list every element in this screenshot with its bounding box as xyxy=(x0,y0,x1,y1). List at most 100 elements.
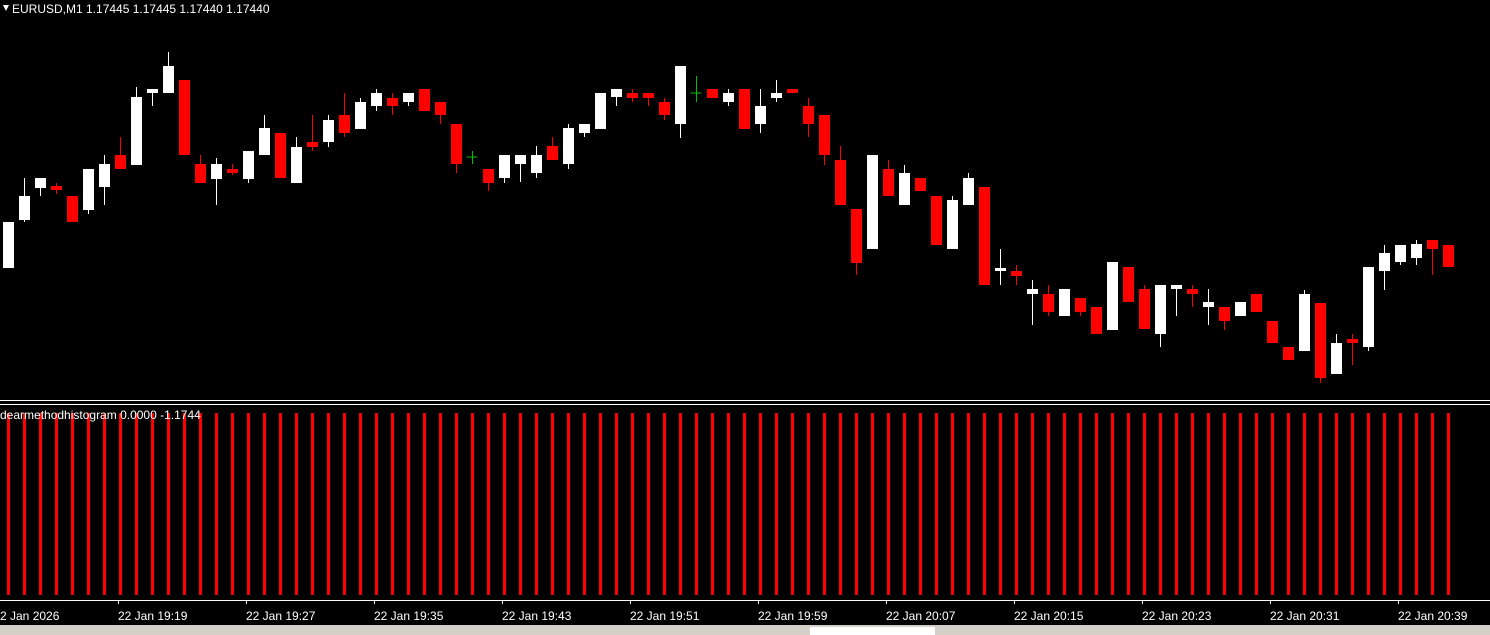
histogram-bar xyxy=(951,413,954,595)
candle-body xyxy=(1155,285,1166,334)
histogram-bar xyxy=(887,413,890,595)
histogram-bar xyxy=(759,413,762,595)
histogram-bar xyxy=(1399,413,1402,595)
histogram-bar xyxy=(151,413,154,595)
tab-strip xyxy=(0,625,1490,635)
active-tab[interactable] xyxy=(810,627,935,635)
candle-body xyxy=(179,80,190,155)
histogram-bar xyxy=(215,413,218,595)
candle-body xyxy=(1331,343,1342,374)
candle-body xyxy=(755,106,766,124)
candle-body xyxy=(883,169,894,196)
histogram-bar xyxy=(391,413,394,595)
histogram-bar xyxy=(167,413,170,595)
histogram-bar xyxy=(295,413,298,595)
histogram-bar xyxy=(727,413,730,595)
time-label: 22 Jan 20:15 xyxy=(1014,609,1084,623)
histogram-bar xyxy=(1191,413,1194,595)
histogram-bar xyxy=(231,413,234,595)
histogram-bar xyxy=(711,413,714,595)
candle-body xyxy=(995,268,1006,271)
histogram-bar xyxy=(663,413,666,595)
histogram-bar xyxy=(871,413,874,595)
histogram-bar xyxy=(263,413,266,595)
candle-body xyxy=(83,169,94,210)
candle-body xyxy=(387,98,398,106)
histogram-bar xyxy=(935,413,938,595)
histogram-bar xyxy=(1111,413,1114,595)
candle-body xyxy=(243,151,254,179)
symbol-menu-arrow[interactable] xyxy=(3,5,9,11)
histogram-bar xyxy=(855,413,858,595)
histogram-bar xyxy=(1431,413,1434,595)
histogram-bar xyxy=(1095,413,1098,595)
candle-body xyxy=(1443,245,1454,267)
candle-body xyxy=(51,186,62,190)
candle-body xyxy=(899,173,910,205)
histogram-bar xyxy=(55,413,58,595)
time-label: 22 Jan 19:51 xyxy=(630,609,700,623)
candle-body xyxy=(643,93,654,98)
histogram-bar xyxy=(23,413,26,595)
time-label: 22 Jan 19:27 xyxy=(246,609,316,623)
candle-body xyxy=(211,164,222,179)
histogram-bar xyxy=(1159,413,1162,595)
candle-body xyxy=(419,89,430,111)
histogram-bar xyxy=(1303,413,1306,595)
candle-body xyxy=(723,93,734,102)
candle-body xyxy=(1267,321,1278,343)
candle-body xyxy=(1219,307,1230,321)
time-label: 22 Jan 20:07 xyxy=(886,609,956,623)
candle-body xyxy=(3,222,14,268)
histogram-bar xyxy=(439,413,442,595)
candle-body xyxy=(819,115,830,155)
candle-body xyxy=(627,93,638,98)
candle-body xyxy=(867,155,878,249)
histogram-bar xyxy=(39,413,42,595)
histogram-bar xyxy=(87,413,90,595)
candle-body xyxy=(115,155,126,169)
candle-body xyxy=(1139,289,1150,329)
candle-body xyxy=(1043,294,1054,312)
candle-body xyxy=(1123,267,1134,302)
histogram-bar xyxy=(423,413,426,595)
time-label: 22 Jan 19:59 xyxy=(758,609,828,623)
candle-body xyxy=(451,124,462,164)
candle-body xyxy=(947,200,958,249)
candle-body xyxy=(1379,253,1390,271)
histogram-bar xyxy=(775,413,778,595)
candle-body xyxy=(195,164,206,183)
time-label: 22 Jan 19:43 xyxy=(502,609,572,623)
candle-body xyxy=(1171,285,1182,289)
candle-body xyxy=(1059,289,1070,316)
candle-body xyxy=(851,209,862,263)
histogram-bar xyxy=(647,413,650,595)
candle-body xyxy=(579,124,590,133)
candle-body xyxy=(307,142,318,147)
candle-body xyxy=(1187,289,1198,294)
histogram-bar xyxy=(343,413,346,595)
histogram-bar xyxy=(1223,413,1226,595)
histogram-bar xyxy=(551,413,554,595)
candle-body xyxy=(323,120,334,142)
candle-body xyxy=(563,128,574,164)
histogram-bar xyxy=(1367,413,1370,595)
histogram-bar xyxy=(1207,413,1210,595)
candle-body xyxy=(291,147,302,183)
histogram-bar xyxy=(1319,413,1322,595)
candle-body xyxy=(19,196,30,220)
candle-body xyxy=(131,97,142,165)
candle-body xyxy=(99,164,110,187)
histogram-bar xyxy=(1031,413,1034,595)
histogram-bar xyxy=(327,413,330,595)
candle-body xyxy=(1283,347,1294,360)
candle-body xyxy=(1363,267,1374,347)
histogram-bar xyxy=(407,413,410,595)
candle-body xyxy=(483,169,494,183)
candle-body xyxy=(1027,289,1038,294)
histogram-bar xyxy=(1351,413,1354,595)
chart-header: EURUSD,M1 1.17445 1.17445 1.17440 1.1744… xyxy=(12,2,270,16)
histogram-bar xyxy=(823,413,826,595)
candle-body xyxy=(1235,302,1246,316)
